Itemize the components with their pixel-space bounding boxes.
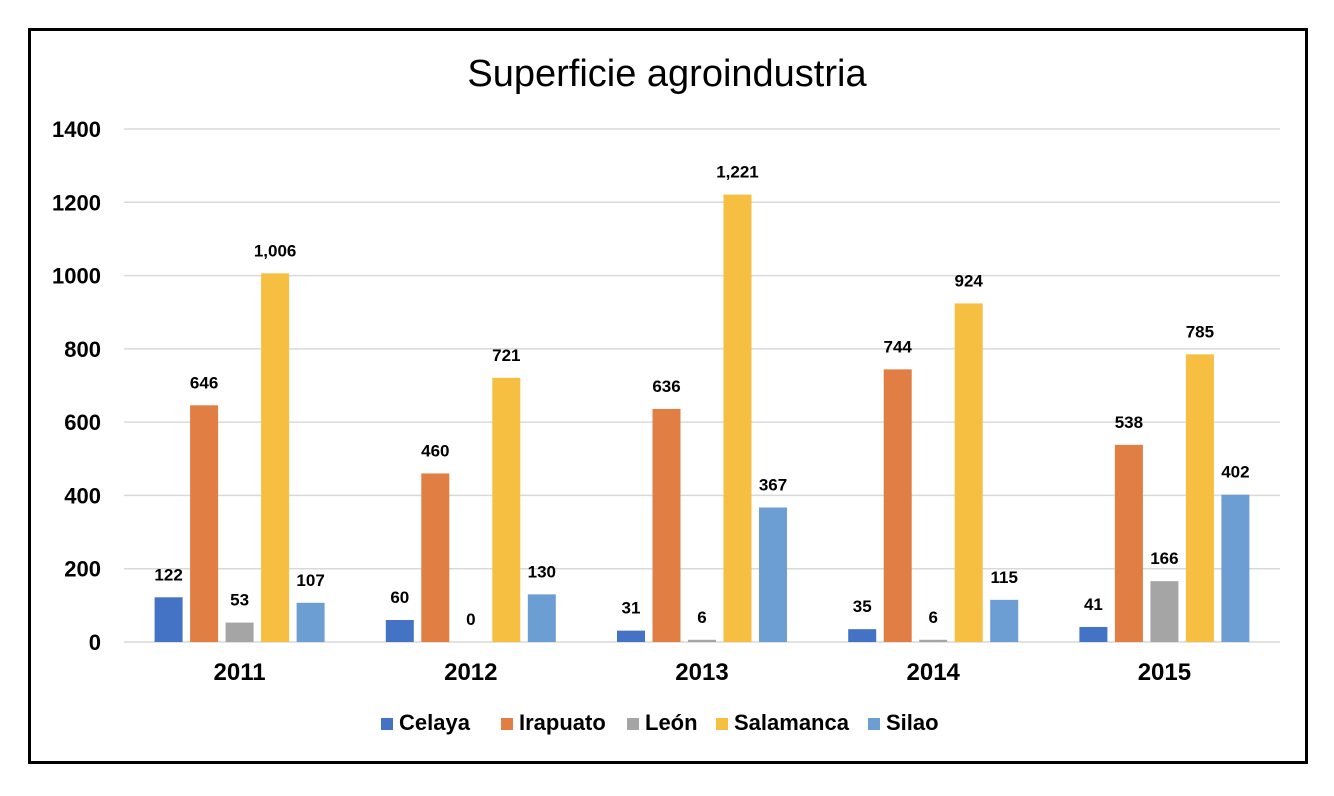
data-label-celaya-2012: 60: [390, 588, 409, 607]
bar-irapuato-2013: [652, 408, 681, 642]
data-label-silao-2013: 367: [759, 476, 787, 495]
data-label-salamanca-2013: 1,221: [716, 163, 759, 182]
data-label-celaya-2013: 31: [622, 599, 641, 618]
data-label-irapuato-2014: 744: [884, 337, 913, 356]
data-label-salamanca-2014: 924: [955, 271, 984, 290]
data-label-salamanca-2015: 785: [1186, 322, 1214, 341]
legend-label-irapuato: Irapuato: [519, 710, 606, 735]
bar-salamanca-2015: [1185, 354, 1214, 642]
bar-celaya-2014: [848, 629, 877, 642]
bar-leon-2014: [919, 639, 948, 642]
legend-label-salamanca: Salamanca: [734, 710, 850, 735]
y-tick-label-600: 600: [64, 410, 101, 435]
x-tick-label-2012: 2012: [444, 659, 497, 686]
legend-swatch-celaya: [381, 718, 393, 730]
data-label-salamanca-2011: 1,006: [254, 241, 297, 260]
bar-silao-2015: [1221, 494, 1250, 642]
bar-silao-2011: [296, 602, 325, 642]
y-tick-label-1400: 1400: [52, 117, 101, 142]
y-tick-label-400: 400: [64, 483, 101, 508]
x-tick-label-2015: 2015: [1138, 659, 1191, 686]
bar-irapuato-2011: [190, 405, 219, 642]
legend-swatch-silao: [868, 718, 880, 730]
data-label-silao-2012: 130: [528, 562, 556, 581]
data-label-irapuato-2015: 538: [1115, 413, 1143, 432]
x-tick-label-2013: 2013: [675, 659, 728, 686]
data-label-salamanca-2012: 721: [492, 346, 520, 365]
x-tick-label-2014: 2014: [907, 659, 961, 686]
y-tick-label-0: 0: [89, 630, 101, 655]
bar-celaya-2015: [1079, 626, 1108, 642]
bar-salamanca-2011: [261, 273, 290, 642]
data-label-irapuato-2013: 636: [652, 377, 680, 396]
chart-title: Superficie agroindustria: [467, 53, 867, 95]
legend-label-leon: León: [645, 710, 698, 735]
data-label-silao-2015: 402: [1221, 463, 1249, 482]
bar-celaya-2011: [154, 597, 183, 642]
bar-salamanca-2014: [954, 303, 983, 642]
bars: [154, 194, 1250, 643]
bar-silao-2012: [527, 594, 556, 642]
bar-salamanca-2013: [723, 194, 752, 643]
bar-irapuato-2012: [421, 473, 450, 642]
y-axis-tick-labels: 0 200 400 600 800 1000 1200 1400: [52, 117, 101, 655]
bar-leon-2015: [1150, 581, 1179, 642]
data-label-silao-2011: 107: [296, 571, 324, 590]
legend-label-silao: Silao: [886, 710, 939, 735]
bar-salamanca-2012: [492, 377, 521, 642]
x-tick-label-2011: 2011: [214, 659, 266, 686]
legend-swatch-salamanca: [716, 718, 728, 730]
legend-label-celaya: Celaya: [399, 710, 471, 735]
y-tick-label-1000: 1000: [52, 264, 101, 289]
bar-irapuato-2015: [1114, 444, 1143, 642]
data-label-leon-2014: 6: [928, 608, 937, 627]
data-label-irapuato-2012: 460: [421, 441, 449, 460]
data-label-leon-2015: 166: [1150, 549, 1178, 568]
bar-leon-2011: [225, 622, 254, 642]
bar-silao-2013: [759, 507, 787, 642]
legend-swatch-irapuato: [501, 718, 513, 730]
data-label-celaya-2015: 41: [1084, 595, 1103, 614]
y-tick-label-800: 800: [64, 337, 101, 362]
gridlines: [124, 128, 1280, 643]
x-axis-tick-labels: 2011 2012 2013 2014 2015: [214, 659, 1192, 686]
bar-silao-2014: [990, 599, 1019, 642]
data-label-celaya-2014: 35: [853, 597, 872, 616]
legend: Celaya Irapuato León Salamanca Silao: [381, 710, 939, 735]
data-label-leon-2011: 53: [230, 591, 249, 610]
bar-leon-2013: [688, 639, 716, 642]
bar-irapuato-2014: [883, 369, 912, 642]
data-label-irapuato-2011: 646: [190, 373, 218, 392]
bar-celaya-2012: [385, 620, 414, 642]
data-label-leon-2013: 6: [697, 608, 706, 627]
legend-swatch-leon: [627, 718, 639, 730]
data-label-celaya-2011: 122: [154, 565, 182, 584]
bar-celaya-2013: [617, 630, 645, 642]
data-label-silao-2014: 115: [990, 568, 1017, 587]
data-labels: 122 646 53 1,006 107 60 460 0 721 130 31 636 6 1,221 3…: [154, 163, 1249, 629]
data-label-leon-2012: 0: [466, 610, 475, 629]
y-tick-label-200: 200: [64, 557, 101, 582]
y-tick-label-1200: 1200: [52, 190, 101, 215]
